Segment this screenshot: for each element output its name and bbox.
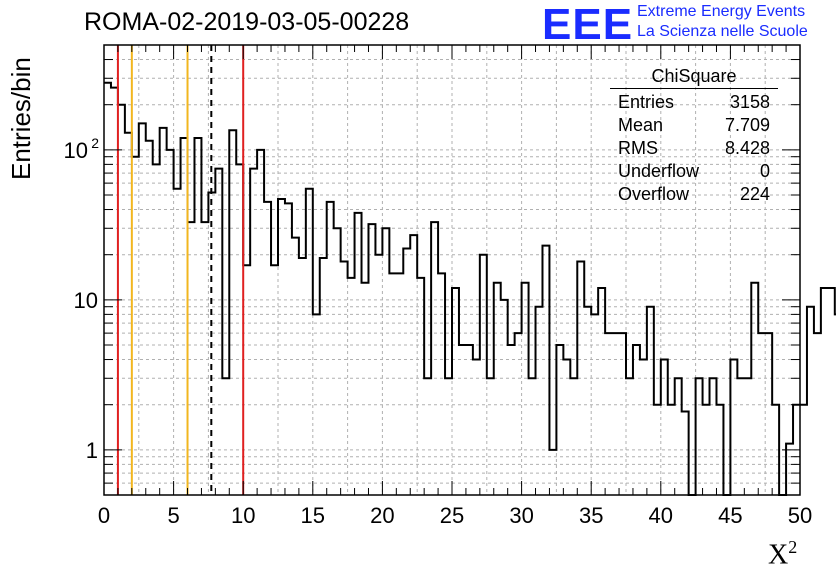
- x-tick-label: 5: [167, 503, 179, 528]
- stats-row: Entries 3158: [610, 91, 778, 114]
- stats-row: Mean 7.709: [610, 114, 778, 137]
- y-axis-label: Entries/bin: [6, 57, 36, 180]
- stats-row: Overflow 224: [610, 183, 778, 206]
- stats-label: Entries: [618, 92, 675, 112]
- x-tick-label: 30: [509, 503, 533, 528]
- x-tick-label: 40: [649, 503, 673, 528]
- stats-row: Underflow 0: [610, 160, 778, 183]
- stats-row: RMS 8.428: [610, 137, 778, 160]
- y-tick-label: 10: [74, 288, 98, 313]
- x-tick-label: 10: [231, 503, 255, 528]
- logo-line-1: Extreme Energy Events: [637, 3, 806, 20]
- x-tick-label: 20: [370, 503, 394, 528]
- x-tick-label: 0: [98, 503, 110, 528]
- chart-title: ROMA-02-2019-03-05-00228: [84, 8, 410, 36]
- stats-label: Mean: [618, 115, 664, 135]
- histogram-series: [104, 81, 836, 496]
- stats-value: 3158: [729, 92, 770, 112]
- stats-label: RMS: [618, 138, 658, 158]
- x-tick-label: 45: [718, 503, 742, 528]
- y-tick-label: 1: [86, 438, 98, 463]
- x-axis-label: X2: [768, 537, 797, 571]
- x-axis-label-base: X: [768, 539, 789, 571]
- stats-value: 0: [759, 161, 770, 181]
- stats-value: 8.428: [724, 138, 770, 158]
- stats-value: 7.709: [724, 115, 770, 135]
- logo-line-2: La Scienza nelle Scuole: [637, 23, 808, 40]
- y-tick-label: 10: [64, 138, 88, 163]
- stats-title: ChiSquare: [610, 66, 778, 89]
- y-tick-label-sup: 2: [91, 135, 99, 151]
- logo-text: Extreme Energy Events La Scienza nelle S…: [637, 2, 808, 42]
- stats-label: Underflow: [618, 161, 700, 181]
- x-tick-label: 35: [579, 503, 603, 528]
- x-tick-label: 15: [301, 503, 325, 528]
- stats-box: ChiSquare Entries 3158 Mean 7.709 RMS 8.428…: [610, 66, 778, 206]
- x-tick-label: 50: [788, 503, 812, 528]
- stats-label: Overflow: [618, 184, 690, 204]
- stats-value: 224: [739, 184, 770, 204]
- x-axis-label-sup: 2: [788, 537, 798, 557]
- eee-logo: EEE: [542, 0, 634, 49]
- x-tick-label: 25: [440, 503, 464, 528]
